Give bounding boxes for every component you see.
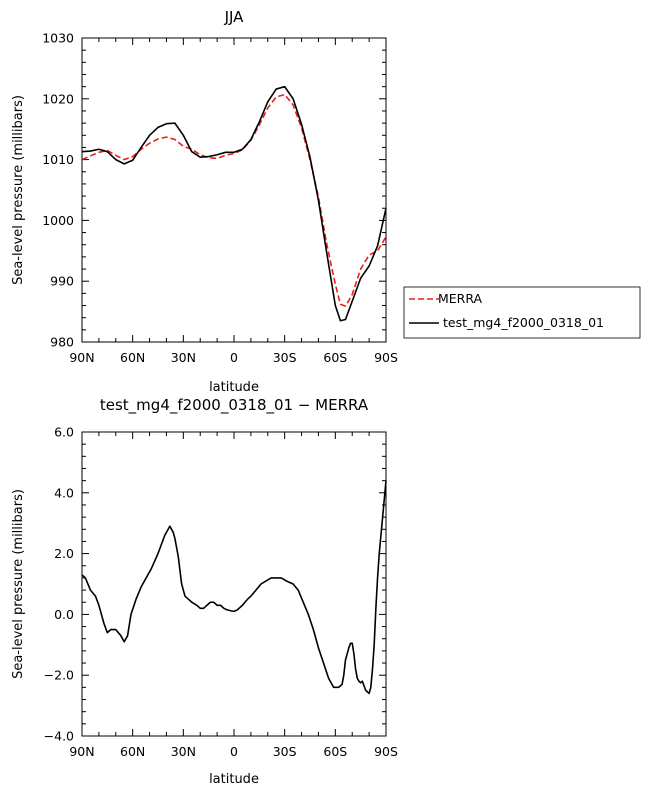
bottom-chart-y-tick-label: −4.0 (44, 729, 74, 744)
bottom-chart-y-tick-label: −2.0 (44, 668, 74, 683)
top-chart-x-tick-label: 60S (323, 350, 347, 365)
top-chart-y-tick-label: 1010 (42, 152, 74, 167)
top-chart-y-tick-label: 1000 (42, 213, 74, 228)
top-chart-series-line-test-mg4-f2000-0318-01 (81, 85, 387, 322)
bottom-chart-x-tick-label: 30N (171, 744, 196, 759)
bottom-chart-y-axis-title: Sea-level pressure (millibars) (11, 489, 26, 679)
bottom-chart-x-tick-label: 90S (374, 744, 398, 759)
top-chart-x-tick-label: 30N (171, 350, 196, 365)
bottom-chart: test_mg4_f2000_0318_01 − MERRA 90N 60N 30N… (11, 396, 398, 787)
top-chart-x-tick-label: 0 (230, 350, 238, 365)
bottom-chart-x-tick-label: 0 (230, 744, 238, 759)
legend-merra-label: MERRA (438, 291, 483, 306)
top-chart-y-axis-title: Sea-level pressure (millibars) (11, 95, 26, 285)
top-chart-x-tick-label: 60N (120, 350, 145, 365)
top-chart-legend: MERRA test_mg4_f2000_0318_01 (403, 286, 641, 339)
bottom-chart-y-tick-label: 6.0 (54, 425, 74, 440)
top-chart-y-tick-label: 980 (50, 335, 74, 350)
bottom-chart-y-tick-label: 2.0 (54, 546, 74, 561)
bottom-chart-x-tick-label: 60N (120, 744, 145, 759)
top-chart-y-tick-label: 990 (50, 274, 74, 289)
bottom-chart-x-axis-title: latitude (209, 772, 259, 787)
legend-box (403, 286, 641, 339)
bottom-chart-series-line-0 (81, 480, 387, 695)
top-chart-frame (81, 37, 387, 343)
top-chart-x-axis-title: latitude (209, 380, 259, 395)
top-chart-x-tick-label: 30S (273, 350, 297, 365)
top-chart-y-tick-label: 1020 (42, 91, 74, 106)
top-chart-y-tick-label: 1030 (42, 31, 74, 46)
bottom-chart-y-tick-label: 4.0 (54, 485, 74, 500)
top-chart-title: JJA (224, 8, 245, 26)
bottom-chart-x-tick-label: 60S (323, 744, 347, 759)
bottom-chart-title: test_mg4_f2000_0318_01 − MERRA (100, 396, 369, 415)
top-chart-x-tick-label: 90N (69, 350, 94, 365)
bottom-chart-x-tick-label: 90N (69, 744, 94, 759)
top-chart: JJA 90N 60N 30N 0 30S 60S 90S 980 990 1000 1010 102… (11, 8, 398, 395)
top-chart-series-line-merra (81, 93, 387, 307)
legend-test-label: test_mg4_f2000_0318_01 (443, 315, 604, 330)
top-chart-x-tick-label: 90S (374, 350, 398, 365)
bottom-chart-frame (81, 431, 387, 737)
bottom-chart-y-tick-label: 0.0 (54, 607, 74, 622)
bottom-chart-x-tick-label: 30S (273, 744, 297, 759)
